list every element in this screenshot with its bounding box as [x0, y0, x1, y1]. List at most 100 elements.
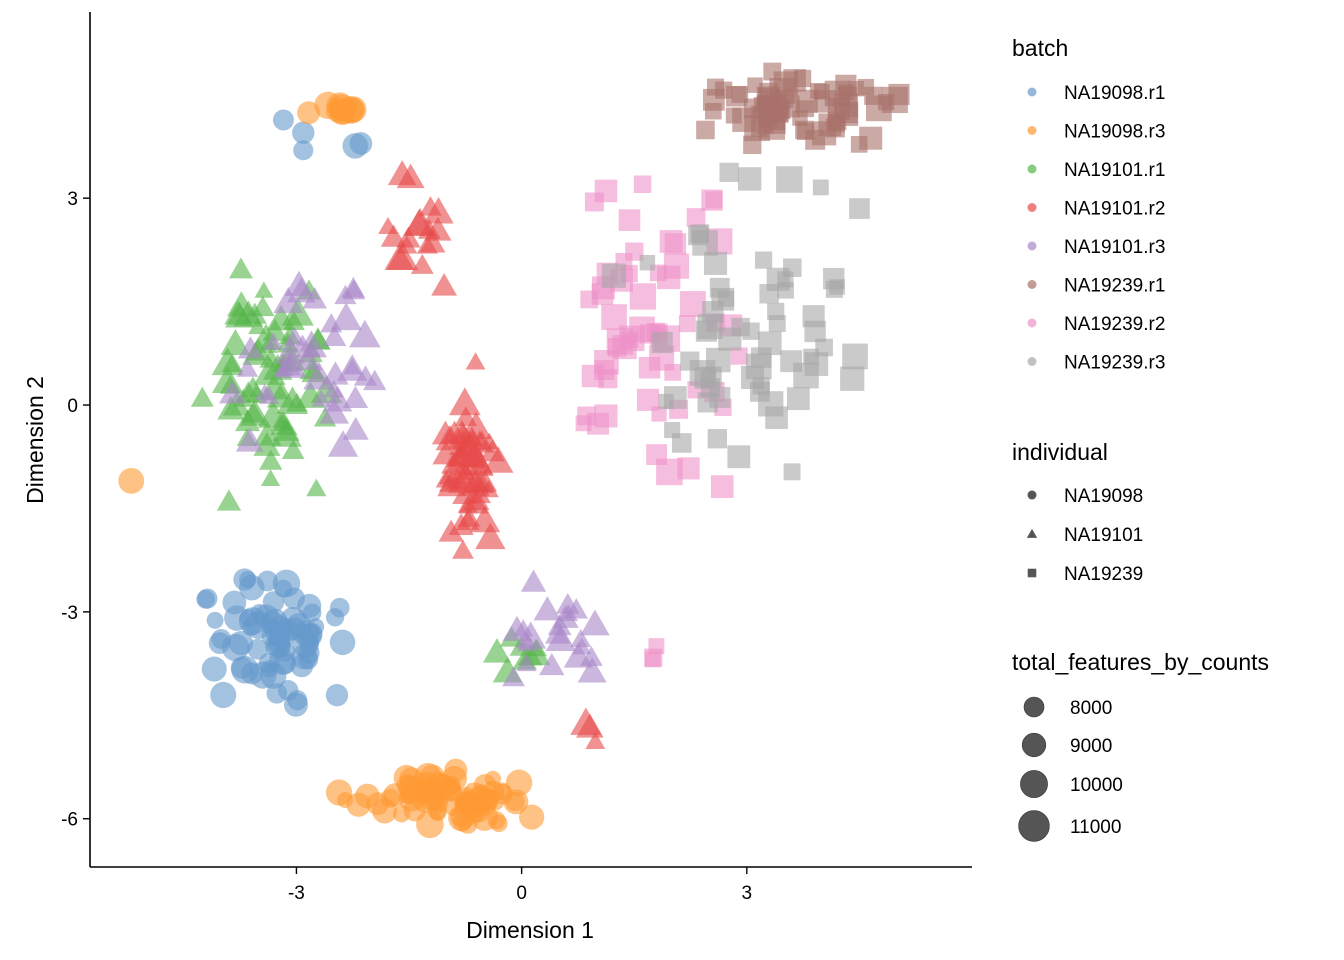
data-point	[248, 317, 267, 335]
data-point	[696, 120, 715, 140]
data-point	[237, 336, 264, 359]
legend-batch-key	[1027, 164, 1037, 174]
legend-individual: individual NA19098 NA19101 NA19239	[1012, 439, 1143, 585]
data-point	[219, 379, 246, 404]
data-point	[581, 364, 605, 388]
data-point	[275, 337, 306, 364]
data-point	[454, 795, 475, 816]
data-point	[211, 347, 244, 376]
data-point	[342, 357, 362, 375]
data-point	[484, 770, 501, 787]
data-point	[224, 300, 252, 325]
data-point	[272, 569, 301, 598]
data-point	[342, 385, 369, 408]
data-point	[239, 574, 265, 601]
data-point	[678, 315, 696, 333]
data-point	[452, 539, 474, 559]
data-point	[705, 191, 723, 209]
data-point	[520, 569, 547, 592]
data-point	[292, 121, 315, 144]
x-ticks: -3 0 3	[288, 867, 752, 904]
data-point	[444, 758, 468, 782]
data-point	[827, 111, 847, 130]
data-point	[745, 353, 772, 380]
legend-size-key	[1023, 696, 1045, 718]
data-point	[639, 254, 656, 271]
data-point	[477, 790, 499, 811]
data-point	[487, 811, 506, 830]
y-tick-label: 3	[67, 189, 78, 210]
data-point	[577, 657, 607, 683]
data-point	[380, 788, 401, 808]
data-point	[651, 406, 667, 422]
data-point	[190, 386, 214, 407]
legend-size-label: 10000	[1070, 775, 1123, 796]
data-point	[533, 596, 562, 621]
data-point	[465, 352, 486, 370]
data-point	[276, 353, 302, 376]
data-point	[711, 287, 735, 311]
data-point	[236, 357, 259, 377]
legend-batch-label: NA19098.r1	[1064, 83, 1165, 104]
data-point	[293, 140, 314, 161]
data-point	[349, 319, 381, 348]
data-point	[601, 263, 627, 288]
data-point	[783, 463, 801, 481]
legend-batch-key	[1027, 241, 1037, 251]
data-point	[656, 458, 683, 486]
legend-batch-title: batch	[1012, 35, 1068, 61]
data-point	[502, 666, 525, 687]
data-point	[229, 257, 253, 279]
data-point	[272, 109, 294, 131]
data-point	[302, 603, 322, 623]
data-point	[261, 625, 283, 647]
data-point	[737, 167, 762, 191]
data-point	[303, 361, 335, 390]
data-point	[835, 74, 857, 96]
data-point	[679, 291, 706, 317]
legend-batch: batch NA19098.r1 NA19098.r3 NA19101.r1 NA191…	[1012, 35, 1165, 374]
legend-individual-title: individual	[1012, 439, 1108, 465]
data-point	[482, 638, 511, 663]
data-point	[222, 590, 247, 615]
data-point	[299, 633, 319, 653]
legend-batch-label: NA19239.r2	[1064, 314, 1165, 335]
data-point	[758, 391, 784, 417]
data-point	[396, 774, 419, 797]
y-tick-label: 0	[67, 396, 78, 417]
data-point	[849, 198, 870, 219]
data-point	[751, 120, 768, 137]
y-tick-label: -6	[61, 810, 78, 831]
data-point	[644, 651, 661, 668]
data-point	[757, 331, 782, 356]
data-point	[570, 707, 602, 735]
x-tick-label: 0	[516, 883, 527, 904]
legend-individual-label: NA19101	[1064, 525, 1143, 546]
y-axis-title: Dimension 2	[22, 376, 48, 504]
data-point	[815, 338, 833, 357]
data-point	[448, 387, 481, 416]
data-point	[259, 386, 280, 404]
legend-batch-label: NA19239.r1	[1064, 276, 1165, 297]
data-point	[216, 489, 242, 511]
data-point	[850, 136, 868, 153]
data-point	[725, 107, 742, 124]
data-point	[416, 234, 438, 254]
data-point	[710, 475, 734, 498]
data-point	[294, 346, 323, 370]
data-point	[663, 253, 690, 279]
data-point	[258, 652, 280, 674]
data-point	[768, 315, 786, 332]
data-point	[625, 242, 644, 261]
data-point	[396, 163, 425, 189]
data-point	[334, 284, 357, 305]
data-point	[273, 286, 304, 314]
data-point	[287, 277, 316, 303]
legend-batch-key	[1027, 126, 1037, 135]
data-point	[776, 166, 803, 193]
data-point	[329, 629, 356, 656]
legend-size-label: 11000	[1070, 817, 1121, 838]
data-point	[306, 478, 327, 497]
legend-batch-key	[1027, 203, 1037, 212]
legend-size-label: 9000	[1070, 736, 1112, 757]
